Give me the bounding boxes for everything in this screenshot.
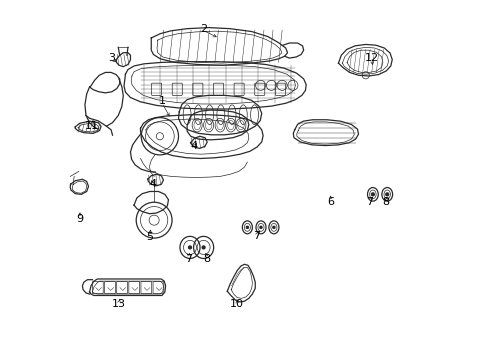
Text: 7: 7 — [185, 254, 192, 264]
Circle shape — [246, 226, 248, 228]
Circle shape — [260, 226, 262, 228]
Text: 8: 8 — [203, 254, 210, 264]
Circle shape — [272, 226, 274, 228]
FancyBboxPatch shape — [117, 282, 127, 294]
Text: 10: 10 — [230, 299, 244, 309]
Text: 1: 1 — [158, 96, 165, 106]
Text: 2: 2 — [199, 24, 206, 35]
Text: 3: 3 — [108, 53, 115, 63]
Circle shape — [202, 246, 204, 249]
Text: 5: 5 — [146, 232, 153, 242]
Circle shape — [371, 193, 373, 196]
FancyBboxPatch shape — [153, 282, 163, 294]
Text: 4: 4 — [149, 179, 156, 189]
Text: 12: 12 — [364, 53, 378, 63]
Text: 7: 7 — [366, 197, 373, 207]
Circle shape — [188, 246, 191, 249]
FancyBboxPatch shape — [275, 83, 285, 95]
Text: 8: 8 — [382, 197, 389, 207]
FancyBboxPatch shape — [104, 282, 115, 294]
FancyBboxPatch shape — [141, 282, 151, 294]
Text: 13: 13 — [112, 299, 126, 309]
FancyBboxPatch shape — [172, 83, 182, 95]
Text: 7: 7 — [253, 231, 260, 240]
FancyBboxPatch shape — [213, 83, 223, 95]
Text: 4: 4 — [190, 141, 198, 151]
Text: 6: 6 — [326, 197, 333, 207]
FancyBboxPatch shape — [254, 83, 264, 95]
FancyBboxPatch shape — [234, 83, 244, 95]
FancyBboxPatch shape — [151, 83, 162, 95]
FancyBboxPatch shape — [92, 282, 103, 294]
FancyBboxPatch shape — [192, 83, 203, 95]
FancyBboxPatch shape — [128, 282, 139, 294]
Text: 11: 11 — [85, 121, 99, 131]
Text: 9: 9 — [76, 215, 83, 224]
Circle shape — [385, 193, 388, 196]
